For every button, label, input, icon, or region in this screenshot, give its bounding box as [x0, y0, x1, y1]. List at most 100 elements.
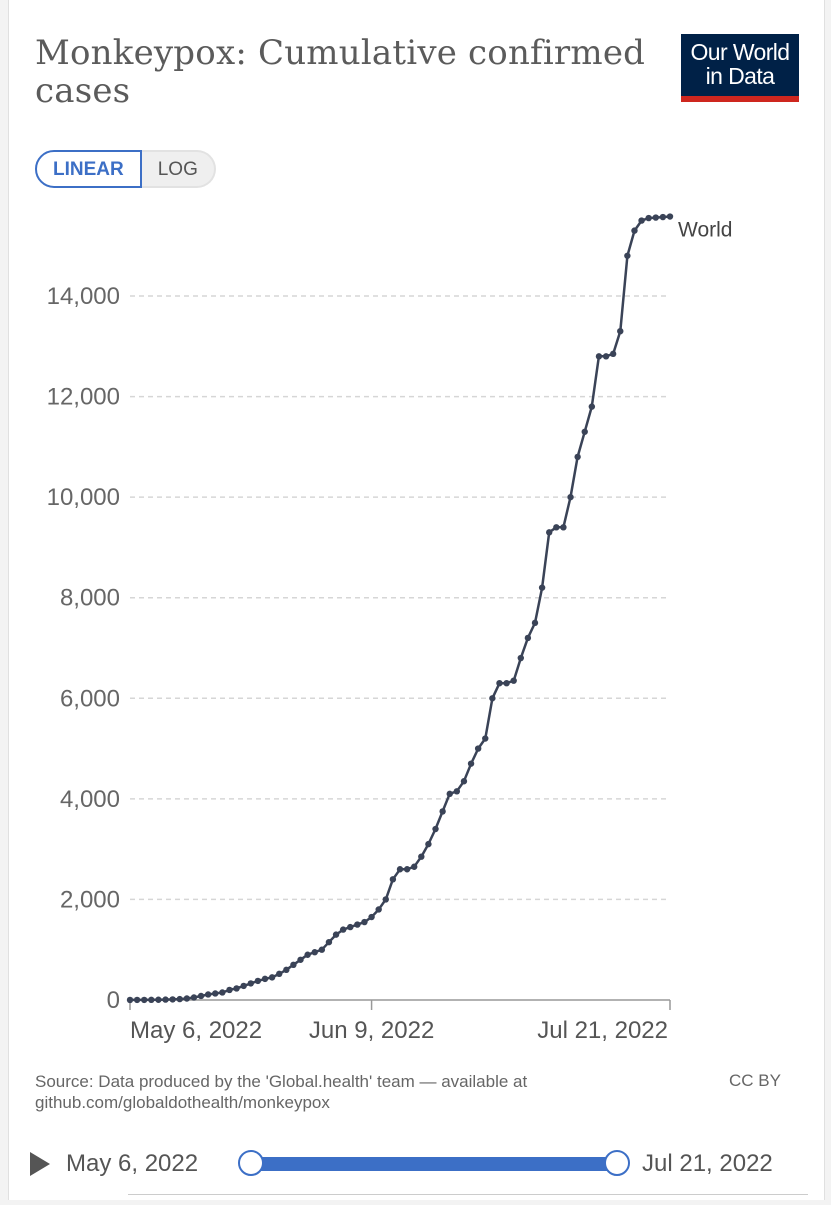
data-point: [631, 227, 638, 234]
data-point: [347, 923, 354, 931]
data-point: [411, 863, 418, 870]
series-line-world: [130, 215, 671, 1002]
y-tick-label: 2,000: [60, 886, 120, 913]
data-point: [489, 695, 496, 702]
tab-strip: [128, 1194, 808, 1205]
data-point: [268, 974, 276, 981]
y-tick-label: 14,000: [47, 283, 120, 310]
x-tick-label: Jun 9, 2022: [309, 1017, 434, 1044]
data-point: [567, 493, 574, 501]
data-point: [219, 989, 226, 996]
play-icon[interactable]: [30, 1152, 50, 1176]
data-point: [276, 970, 283, 978]
license-link[interactable]: CC BY: [729, 1071, 781, 1090]
data-point: [538, 584, 546, 591]
data-point: [403, 866, 411, 873]
data-point: [666, 213, 674, 220]
y-tick-label: 10,000: [47, 484, 120, 511]
data-point: [382, 896, 389, 903]
line-chart: 02,0004,0006,0008,00010,00012,00014,000 …: [47, 213, 732, 1044]
timeline-start-handle[interactable]: [238, 1150, 264, 1176]
data-point: [482, 735, 489, 742]
data-point: [204, 991, 212, 998]
data-point: [659, 213, 667, 221]
data-point: [297, 956, 304, 963]
data-point: [460, 778, 468, 785]
data-point: [141, 996, 148, 1004]
y-tick-label: 12,000: [47, 384, 120, 411]
data-point: [169, 996, 176, 1003]
data-point: [595, 353, 603, 360]
data-point: [503, 680, 510, 687]
logo-line-2: in Data: [705, 63, 775, 89]
data-point: [652, 214, 659, 221]
data-point: [645, 214, 652, 222]
data-point: [375, 906, 382, 913]
data-point: [524, 634, 532, 642]
grid-lines: [130, 295, 670, 901]
data-point: [304, 951, 311, 958]
data-point: [148, 996, 155, 1004]
data-point: [617, 328, 624, 335]
data-point: [212, 990, 219, 997]
data-point: [133, 996, 141, 1004]
data-point: [332, 931, 340, 938]
data-point: [176, 995, 183, 1003]
data-point: [311, 949, 318, 956]
timeline-start-label: May 6, 2022: [66, 1150, 199, 1177]
timeline-end-label: Jul 21, 2022: [642, 1150, 773, 1177]
data-point: [197, 992, 205, 1000]
data-point: [389, 876, 397, 883]
y-axis: 0 2,000 4,000 6,000 8,000 10,000 12,000 14,000: [47, 283, 120, 1014]
data-point: [602, 353, 610, 360]
timeline-track[interactable]: [252, 1157, 619, 1171]
data-point: [290, 961, 297, 968]
data-point: [510, 677, 517, 684]
data-point: [560, 524, 567, 531]
data-point: [425, 840, 432, 848]
owid-logo[interactable]: Our World in Data: [681, 34, 799, 102]
data-point: [183, 995, 191, 1002]
data-point: [361, 918, 368, 926]
data-point: [467, 760, 475, 767]
log-scale-button[interactable]: LOG: [141, 150, 216, 188]
data-point: [574, 453, 581, 461]
data-point: [354, 921, 361, 928]
data-point: [609, 350, 617, 358]
data-point: [233, 985, 240, 992]
timeline-end-handle[interactable]: [604, 1150, 630, 1176]
data-point: [517, 654, 524, 662]
series-label-world: World: [678, 219, 732, 242]
data-point: [588, 403, 596, 410]
data-point: [453, 788, 461, 795]
data-point: [638, 217, 645, 224]
data-point: [325, 938, 333, 946]
data-point: [396, 866, 404, 873]
data-point: [418, 853, 425, 860]
chart-title: Monkeypox: Cumulative confirmed cases: [35, 33, 646, 111]
data-point: [247, 980, 254, 987]
data-point: [155, 996, 162, 1003]
data-point: [254, 977, 262, 985]
series-layer: World: [126, 213, 732, 1004]
data-point: [432, 825, 439, 833]
x-axis: May 6, 2022 Jun 9, 2022 Jul 21, 2022: [129, 999, 671, 1044]
linear-scale-button[interactable]: LINEAR: [35, 150, 142, 188]
timeline-slider: May 6, 2022 Jul 21, 2022: [0, 1140, 831, 1190]
y-tick-label: 8,000: [60, 585, 120, 612]
data-point: [190, 994, 198, 1001]
scale-toggle: LINEAR LOG: [35, 150, 216, 188]
data-point: [446, 790, 453, 798]
data-point: [126, 996, 134, 1004]
data-point: [553, 524, 560, 531]
data-point: [339, 926, 347, 933]
data-point: [240, 982, 247, 990]
data-point: [226, 986, 233, 994]
data-point: [162, 996, 169, 1003]
data-point: [318, 946, 326, 953]
data-point: [624, 252, 631, 259]
y-tick-label: 6,000: [60, 685, 120, 712]
data-point: [368, 913, 375, 921]
data-point: [496, 680, 503, 687]
y-tick-label: 4,000: [60, 786, 120, 813]
